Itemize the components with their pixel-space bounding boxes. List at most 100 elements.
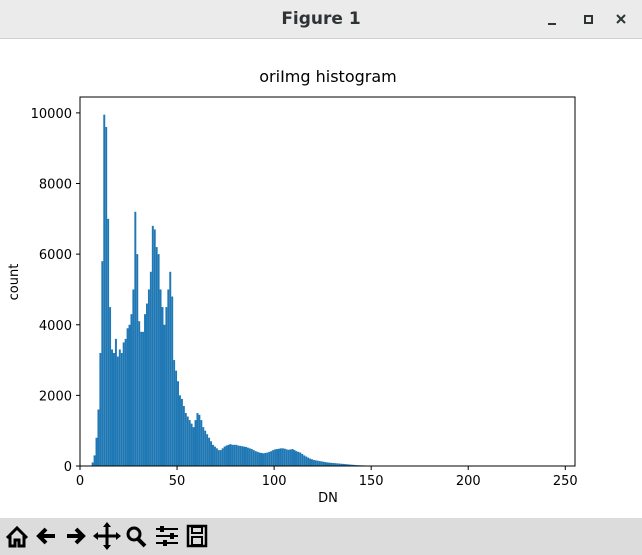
- bar: [179, 395, 181, 466]
- bar: [334, 463, 337, 466]
- bar: [210, 441, 212, 466]
- bar: [182, 405, 185, 466]
- x-axis-label: DN: [318, 491, 338, 506]
- bar: [215, 448, 218, 466]
- x-tick-label: 50: [169, 474, 186, 489]
- pan-button[interactable]: [93, 522, 121, 550]
- y-tick-label: 6000: [39, 248, 72, 263]
- y-axis-label: count: [7, 264, 22, 301]
- configure-button[interactable]: [156, 526, 178, 546]
- bar: [283, 448, 286, 466]
- bar: [91, 462, 94, 466]
- bar: [200, 420, 203, 466]
- bar: [103, 114, 106, 466]
- bar: [281, 448, 284, 466]
- x-tick-label: 150: [359, 474, 384, 489]
- bar: [188, 420, 191, 466]
- axes-frame: [79, 96, 576, 467]
- bar: [328, 462, 331, 466]
- x-tick-label: 250: [553, 474, 578, 489]
- bar: [291, 449, 294, 466]
- bar: [312, 459, 315, 466]
- bar: [316, 460, 319, 466]
- close-button[interactable]: [616, 14, 626, 24]
- save-button[interactable]: [186, 524, 208, 548]
- bar: [229, 444, 232, 466]
- bar: [347, 464, 350, 466]
- bar: [287, 449, 290, 466]
- bar: [120, 353, 123, 466]
- x-tick-label: 100: [262, 474, 287, 489]
- bar: [324, 462, 327, 466]
- home-button[interactable]: [5, 525, 29, 548]
- bar: [351, 464, 354, 466]
- bar: [223, 446, 226, 466]
- bar: [330, 462, 333, 466]
- bar: [153, 229, 156, 466]
- bar: [340, 463, 343, 466]
- bar: [171, 296, 174, 466]
- bar: [136, 254, 139, 466]
- bar: [144, 314, 146, 466]
- chart-title: oriImg histogram: [259, 67, 396, 86]
- bar: [151, 225, 154, 466]
- bar: [192, 427, 195, 466]
- bar: [196, 413, 199, 466]
- bar: [114, 338, 117, 466]
- bar: [231, 444, 234, 466]
- forward-button[interactable]: [67, 527, 86, 545]
- bar: [95, 437, 98, 466]
- bar: [237, 445, 240, 466]
- bar: [241, 446, 244, 466]
- zoom-button[interactable]: [126, 526, 147, 548]
- bar: [109, 307, 112, 466]
- bar: [128, 324, 131, 466]
- bar: [173, 360, 176, 466]
- bar: [122, 342, 125, 466]
- back-button[interactable]: [36, 527, 55, 545]
- bar: [146, 303, 148, 466]
- bar: [344, 464, 346, 466]
- bar: [134, 211, 137, 466]
- y-tick-label: 4000: [39, 319, 72, 334]
- bar: [212, 444, 214, 466]
- bar: [326, 462, 329, 466]
- y-tick-label: 8000: [39, 178, 72, 193]
- window-controls: [548, 14, 626, 25]
- bar: [138, 321, 141, 466]
- bar: [320, 461, 323, 466]
- bar: [260, 452, 263, 466]
- bar: [314, 460, 317, 466]
- toolbar: [0, 518, 642, 555]
- bar: [342, 463, 344, 466]
- bar: [167, 289, 170, 466]
- bar: [118, 349, 121, 466]
- bar: [243, 446, 245, 466]
- bar: [198, 414, 201, 466]
- bar: [256, 451, 259, 466]
- bar: [163, 324, 166, 466]
- bar: [239, 445, 242, 466]
- bar: [142, 331, 145, 466]
- bar: [345, 464, 348, 466]
- bar: [248, 448, 251, 466]
- x-tick-label: 0: [76, 474, 84, 489]
- maximize-button[interactable]: [584, 15, 593, 24]
- bar: [336, 463, 339, 466]
- bar: [161, 307, 164, 466]
- bar: [165, 307, 168, 466]
- window-title: Figure 1: [281, 9, 361, 29]
- bar: [194, 420, 197, 466]
- bar: [305, 456, 308, 466]
- bar: [276, 449, 278, 466]
- bar: [353, 464, 356, 466]
- bar: [105, 127, 108, 467]
- bar: [272, 450, 275, 466]
- bar: [332, 462, 335, 466]
- bar: [169, 271, 172, 466]
- bar: [250, 449, 253, 466]
- bar: [157, 254, 160, 466]
- bar: [93, 455, 96, 466]
- bar: [202, 427, 205, 466]
